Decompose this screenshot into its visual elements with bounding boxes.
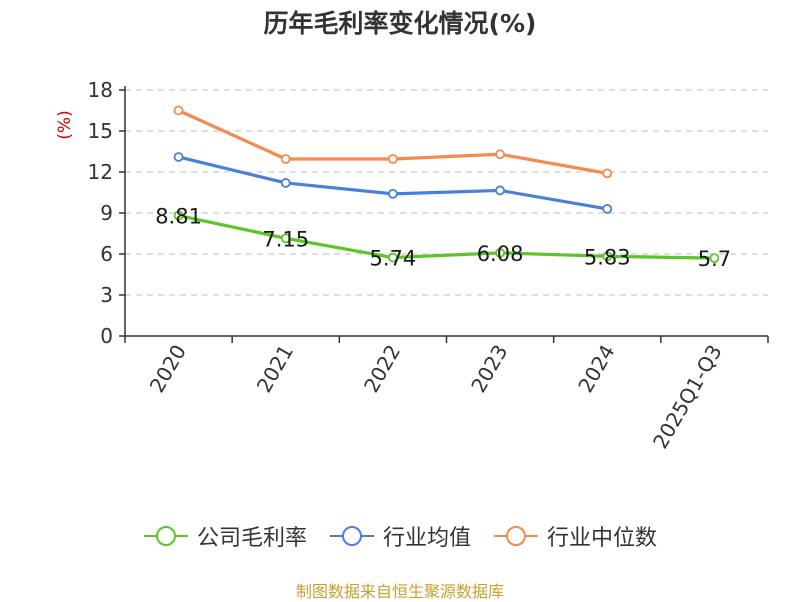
series-line-2 [177,109,608,175]
series-1-point-2 [388,188,398,199]
legend: 公司毛利率 行业均值 行业中位数 [0,520,800,552]
source-note: 制图数据来自恒生聚源数据库 [295,582,504,601]
y-tick-label-15: 15 [88,119,113,143]
chart-title: 历年毛利率变化情况(%) [263,9,537,38]
series-1-point-0 [173,152,184,162]
x-tick-label-2024: 2024 [573,341,619,397]
legend-item-0[interactable]: 公司毛利率 [143,520,307,552]
x-tick-label-2025Q1-Q3: 2025Q1-Q3 [648,341,727,453]
series-2-point-0 [173,105,184,116]
legend-swatch-icon [329,526,374,546]
axes: 0 3 6 9 12 15 18 2020 2021 2022 2023 2024 2025Q1-Q3 [88,78,769,453]
series-0-point-4 [602,251,613,262]
data-label-1: 7.15 [262,227,309,251]
x-tick-label-2023: 2023 [466,341,512,397]
legend-item-1[interactable]: 行业均值 [329,520,471,552]
series-line-0 [178,214,715,260]
series-line-1 [178,155,608,211]
series-1-point-4 [602,203,613,214]
legend-label: 公司毛利率 [196,526,307,551]
series-2-point-3 [495,149,505,160]
x-tick-label-2020: 2020 [145,341,191,397]
y-tick-label-9: 9 [100,201,113,225]
legend-swatch-icon [143,526,188,546]
series-0-point-2 [388,252,398,263]
y-tick-label-3: 3 [100,283,113,307]
series-0-point-3 [495,248,505,258]
legend-item-2[interactable]: 行业中位数 [493,520,657,552]
y-tick-label-18: 18 [88,78,113,102]
data-label-3: 6.08 [477,242,524,266]
data-label-5: 5.7 [698,247,731,271]
series-1-point-1 [280,178,291,188]
series-2-point-4 [602,168,613,179]
series-2-point-2 [388,154,398,164]
legend-marker [155,526,176,546]
data-label-0: 8.81 [155,205,202,229]
series-0-point-1 [280,233,291,244]
x-tick-label-2021: 2021 [252,341,298,397]
data-label-2: 5.74 [370,247,417,271]
y-tick-label-0: 0 [100,324,113,348]
series-2-point-1 [280,154,291,164]
series-1-point-3 [495,185,505,196]
series-0-point-5 [709,253,720,264]
data-label-4: 5.83 [584,245,631,269]
series-0-point-0 [173,210,184,221]
legend-label: 行业均值 [382,526,471,551]
legend-label: 行业中位数 [547,526,658,551]
x-tick-label-2022: 2022 [359,341,405,397]
legend-marker [341,526,362,546]
y-tick-label-6: 6 [100,242,113,266]
series-lines [173,105,720,264]
y-tick-label-12: 12 [88,160,113,184]
legend-swatch-icon [494,526,538,546]
legend-marker [506,526,526,546]
data-labels: 8.81 7.15 5.74 6.08 5.83 5.7 [155,205,731,272]
y-unit-label: (%) [55,110,75,139]
